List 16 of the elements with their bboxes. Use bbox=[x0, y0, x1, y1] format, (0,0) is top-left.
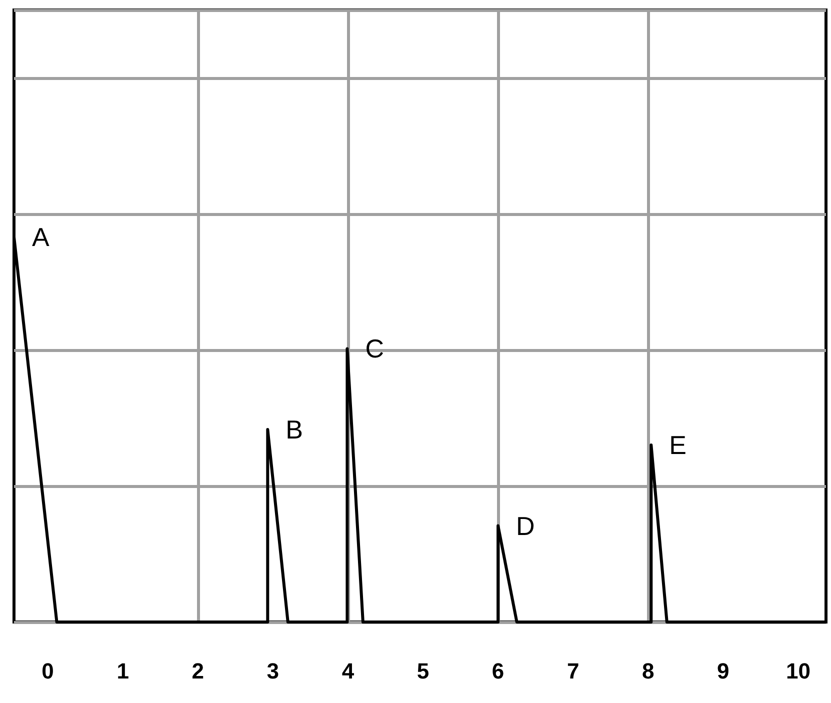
x-tick-label: 2 bbox=[192, 658, 204, 684]
x-tick-label: 4 bbox=[342, 658, 355, 684]
x-tick-label: 1 bbox=[116, 658, 129, 684]
x-tick-label: 5 bbox=[416, 658, 430, 684]
x-tick-label: 8 bbox=[642, 658, 654, 684]
annotation: E bbox=[669, 430, 686, 460]
annotation: A bbox=[32, 222, 50, 252]
x-tick-label: 3 bbox=[266, 658, 280, 684]
annotation: D bbox=[516, 510, 535, 541]
annotation: C bbox=[365, 334, 384, 364]
x-tick-label: 6 bbox=[492, 658, 504, 684]
x-tick-label: 7 bbox=[566, 658, 580, 684]
x-tick-label: 10 bbox=[786, 658, 810, 684]
x-tick-label: 9 bbox=[717, 658, 730, 684]
x-tick-label: 0 bbox=[42, 658, 54, 684]
annotation: B bbox=[286, 414, 303, 445]
